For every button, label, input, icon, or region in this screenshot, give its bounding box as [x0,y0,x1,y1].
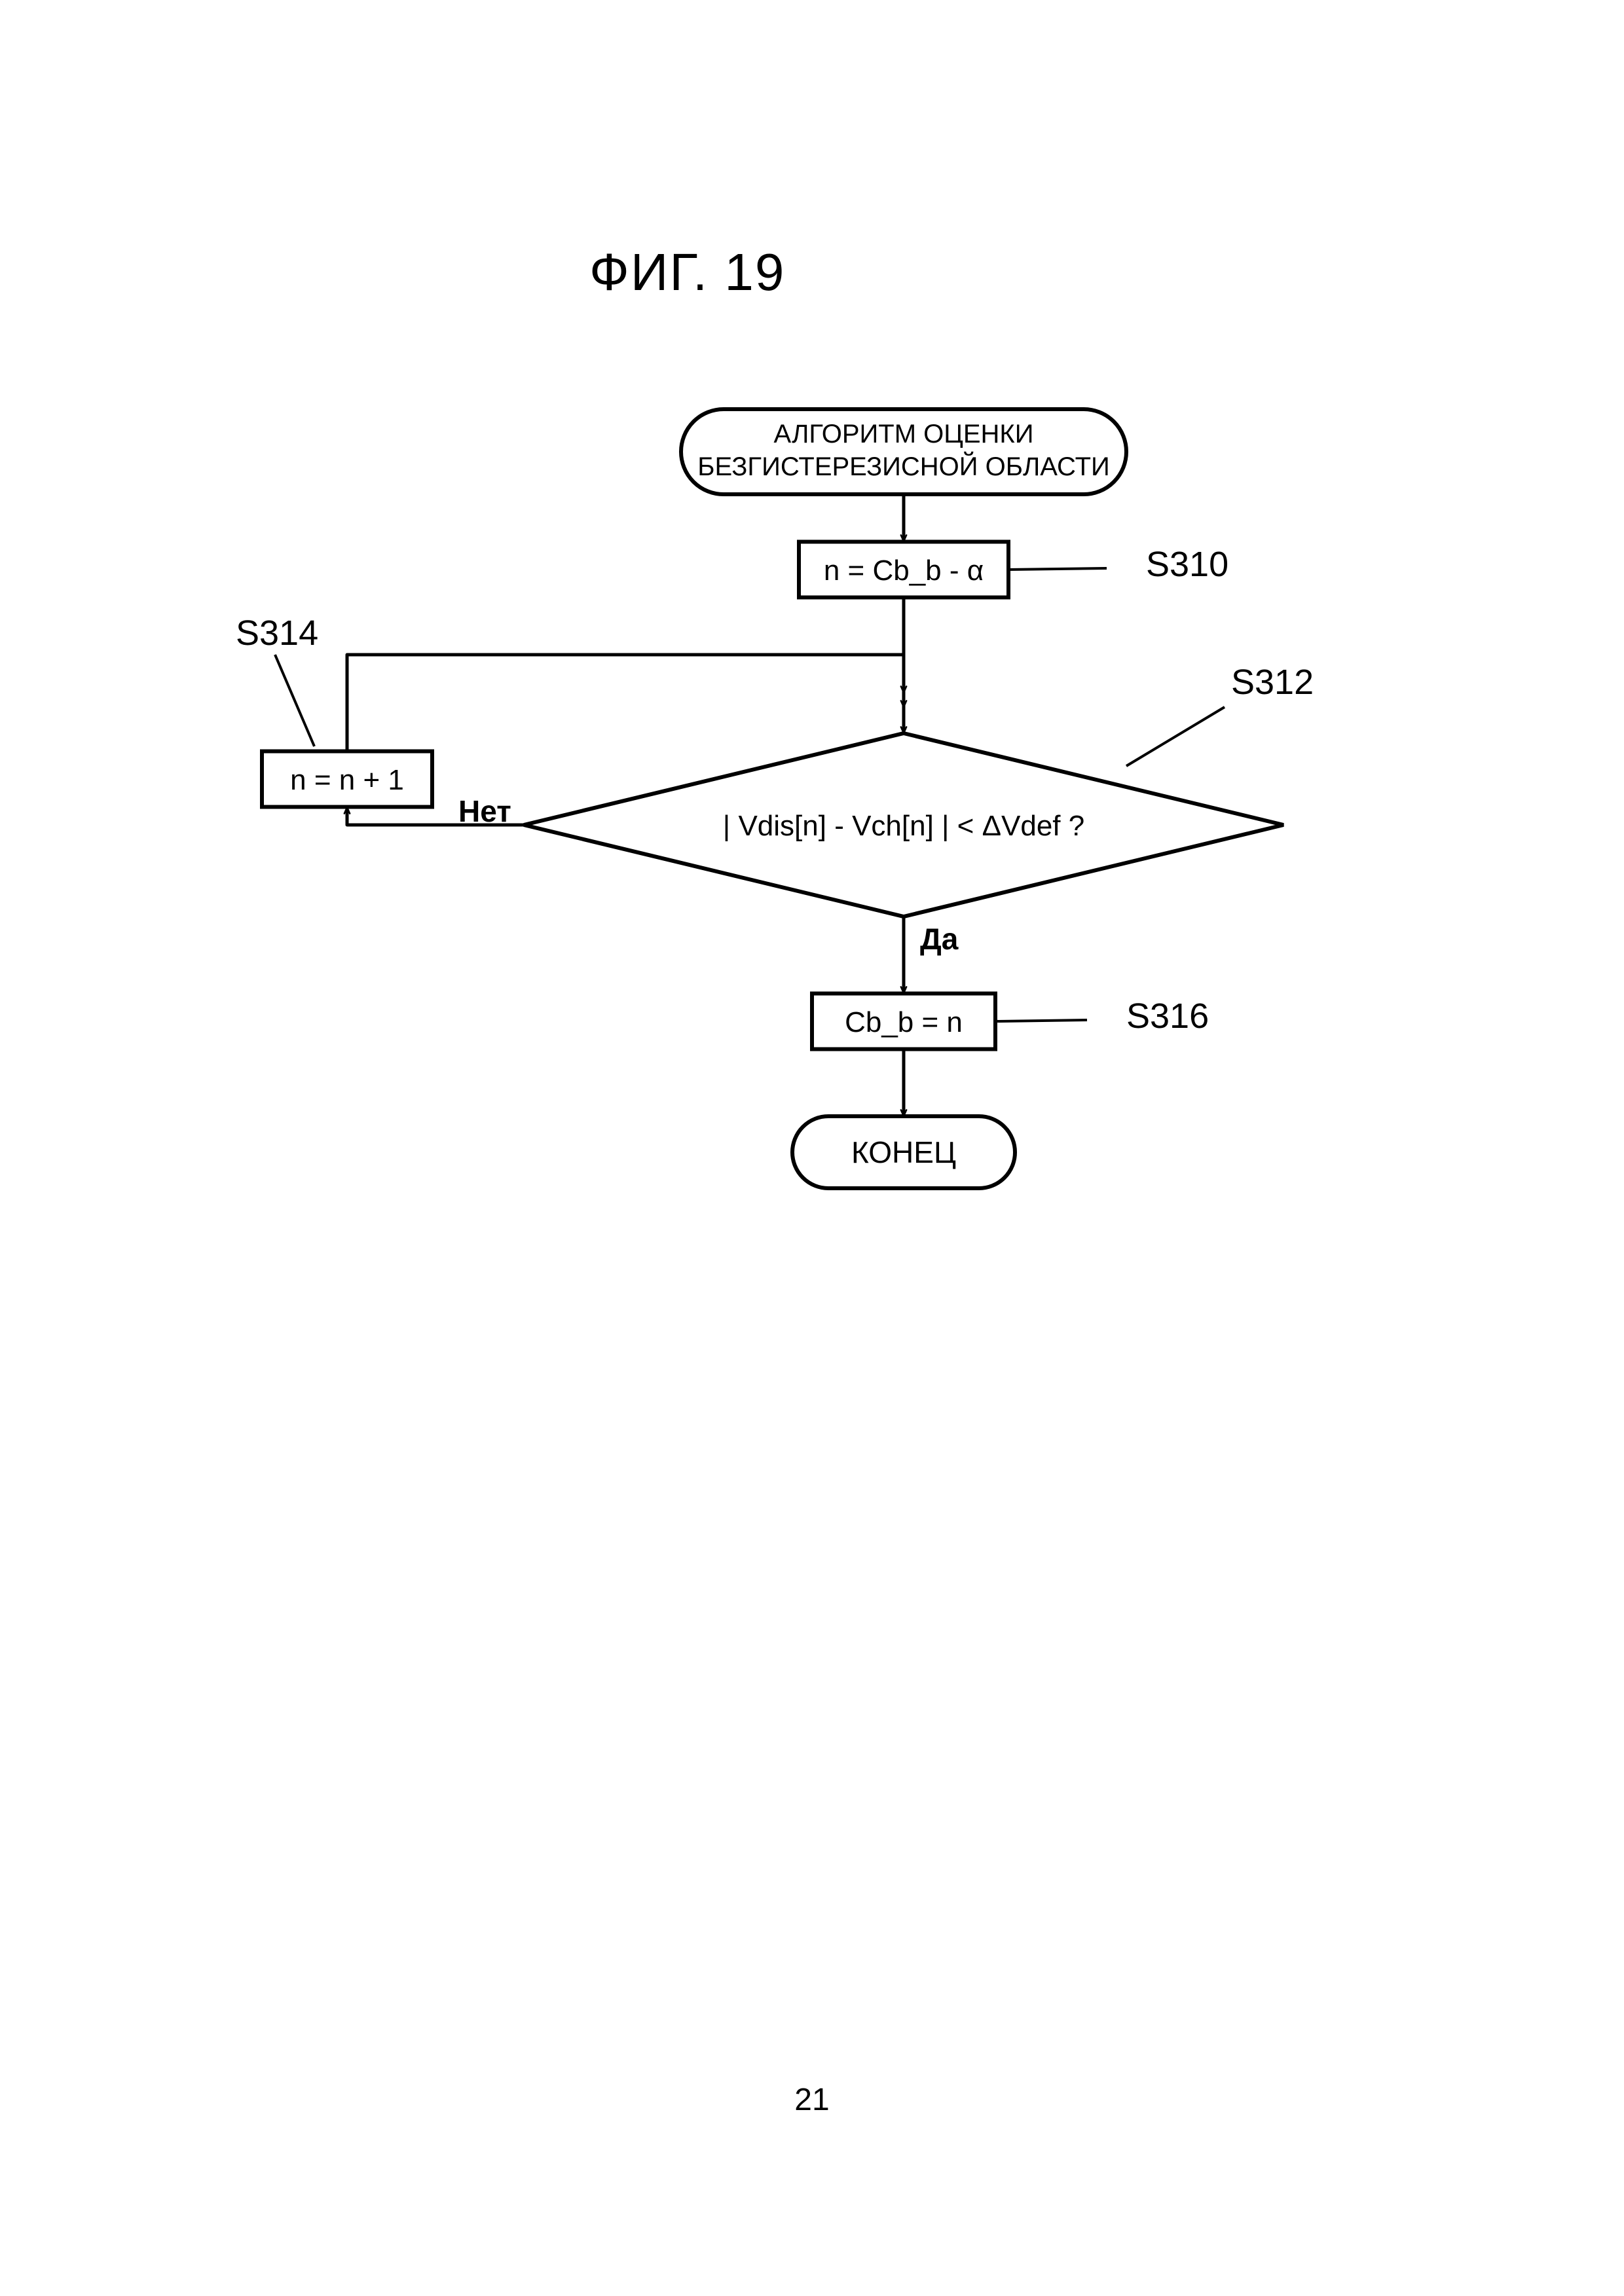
node-s310-label: n = Cb_b - α [824,555,984,587]
page: ФИГ. 19 АЛГОРИТМ ОЦЕНКИБЕЗГИСТЕРЕЗИСНОЙ … [0,0,1624,2296]
node-start-label: АЛГОРИТМ ОЦЕНКИ [774,420,1034,448]
callout-s316: S316 [1126,996,1209,1036]
callout-s310: S310 [1146,545,1228,584]
callout-leader-s310 [1008,568,1107,570]
callout-leader-s314 [275,655,314,746]
callout-leader-s316 [995,1020,1087,1021]
edge-e3-label: Да [920,922,959,956]
node-s312-label: | Vdis[n] - Vch[n] | < ΔVdef ? [723,810,1084,842]
node-end-label: КОНЕЦ [851,1135,956,1169]
node-s314-label: n = n + 1 [290,764,404,796]
flowchart-canvas: АЛГОРИТМ ОЦЕНКИ БЕЗГИСТЕРЕЗИСНОЙ ОБЛАСТИ n… [0,0,1624,2296]
callout-s314: S314 [236,613,318,653]
page-number: 21 [0,2082,1624,2118]
node-start-label: БЕЗГИСТЕРЕЗИСНОЙ ОБЛАСТИ [697,451,1110,481]
edge-e5-label: Нет [458,794,511,828]
node-s316-label: Cb_b = n [845,1006,963,1038]
callout-s312: S312 [1231,663,1314,702]
callout-leader-s312 [1126,707,1225,766]
edge-e6 [347,655,904,751]
